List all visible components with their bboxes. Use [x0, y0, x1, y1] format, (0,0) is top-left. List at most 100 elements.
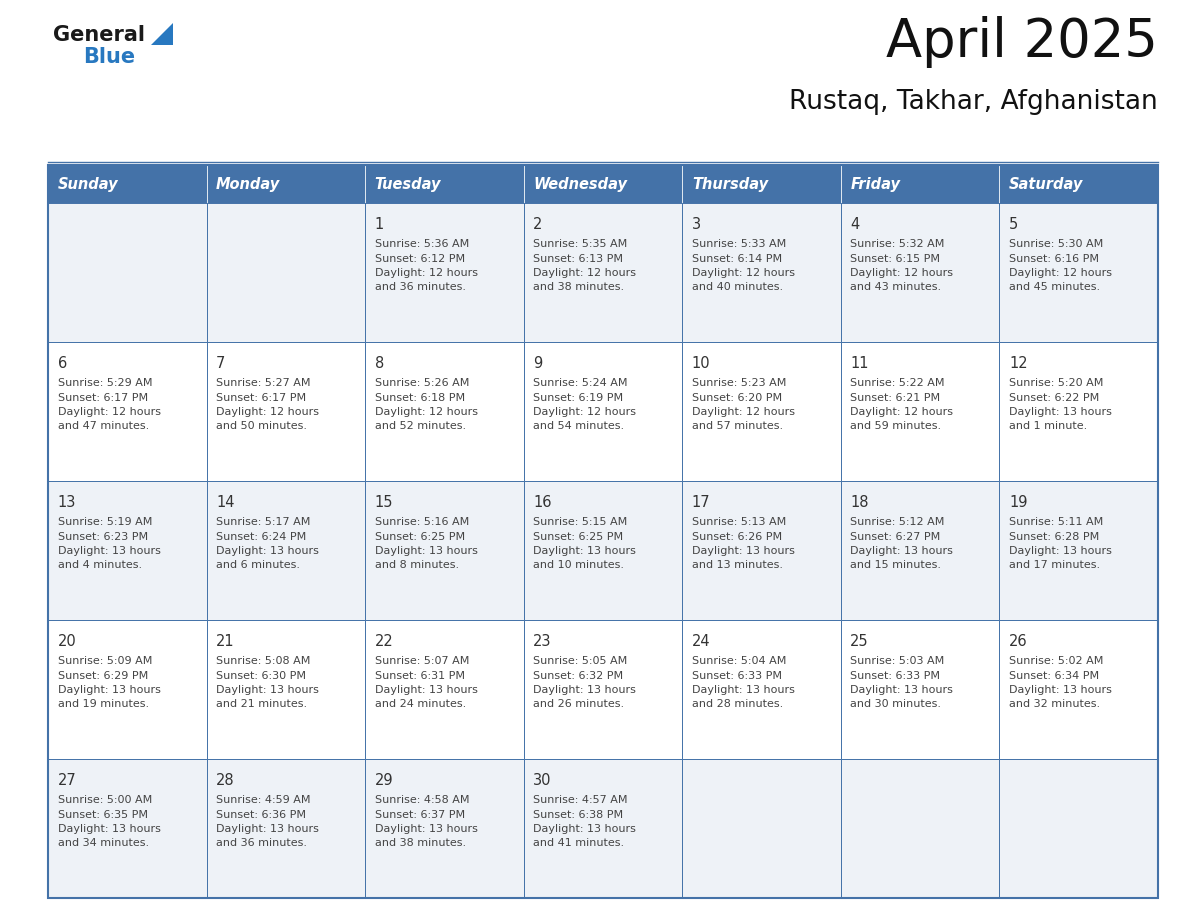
Text: Wednesday: Wednesday — [533, 176, 627, 192]
Text: Sunrise: 5:13 AM
Sunset: 6:26 PM
Daylight: 13 hours
and 13 minutes.: Sunrise: 5:13 AM Sunset: 6:26 PM Dayligh… — [691, 517, 795, 570]
Text: Sunrise: 5:07 AM
Sunset: 6:31 PM
Daylight: 13 hours
and 24 minutes.: Sunrise: 5:07 AM Sunset: 6:31 PM Dayligh… — [374, 656, 478, 710]
Bar — [841, 620, 999, 759]
Text: 24: 24 — [691, 634, 710, 649]
Bar — [999, 342, 1158, 481]
Bar — [841, 203, 999, 342]
Bar — [524, 759, 682, 898]
Bar — [48, 759, 207, 898]
Text: Sunrise: 5:33 AM
Sunset: 6:14 PM
Daylight: 12 hours
and 40 minutes.: Sunrise: 5:33 AM Sunset: 6:14 PM Dayligh… — [691, 240, 795, 292]
Text: Sunrise: 5:19 AM
Sunset: 6:23 PM
Daylight: 13 hours
and 4 minutes.: Sunrise: 5:19 AM Sunset: 6:23 PM Dayligh… — [57, 517, 160, 570]
Text: 22: 22 — [374, 634, 393, 649]
Text: 15: 15 — [374, 495, 393, 509]
Bar — [207, 620, 365, 759]
Bar — [524, 481, 682, 620]
Bar — [365, 620, 524, 759]
Text: 16: 16 — [533, 495, 551, 509]
Text: 10: 10 — [691, 356, 710, 371]
Text: 2: 2 — [533, 217, 543, 232]
Text: Thursday: Thursday — [691, 176, 767, 192]
Text: General: General — [53, 25, 145, 45]
Text: 5: 5 — [1009, 217, 1018, 232]
Text: Sunrise: 5:22 AM
Sunset: 6:21 PM
Daylight: 12 hours
and 59 minutes.: Sunrise: 5:22 AM Sunset: 6:21 PM Dayligh… — [851, 378, 954, 431]
Bar — [682, 203, 841, 342]
Bar — [524, 203, 682, 342]
Text: Sunrise: 5:27 AM
Sunset: 6:17 PM
Daylight: 12 hours
and 50 minutes.: Sunrise: 5:27 AM Sunset: 6:17 PM Dayligh… — [216, 378, 320, 431]
Text: Sunrise: 5:16 AM
Sunset: 6:25 PM
Daylight: 13 hours
and 8 minutes.: Sunrise: 5:16 AM Sunset: 6:25 PM Dayligh… — [374, 517, 478, 570]
Bar — [48, 165, 207, 203]
Text: 18: 18 — [851, 495, 868, 509]
Bar — [682, 620, 841, 759]
Text: 11: 11 — [851, 356, 868, 371]
Text: Blue: Blue — [83, 47, 135, 67]
Text: Sunrise: 5:20 AM
Sunset: 6:22 PM
Daylight: 13 hours
and 1 minute.: Sunrise: 5:20 AM Sunset: 6:22 PM Dayligh… — [1009, 378, 1112, 431]
Text: Rustaq, Takhar, Afghanistan: Rustaq, Takhar, Afghanistan — [789, 89, 1158, 115]
Text: Sunrise: 5:04 AM
Sunset: 6:33 PM
Daylight: 13 hours
and 28 minutes.: Sunrise: 5:04 AM Sunset: 6:33 PM Dayligh… — [691, 656, 795, 710]
Bar — [207, 165, 365, 203]
Text: Sunrise: 4:58 AM
Sunset: 6:37 PM
Daylight: 13 hours
and 38 minutes.: Sunrise: 4:58 AM Sunset: 6:37 PM Dayligh… — [374, 795, 478, 848]
Bar — [682, 165, 841, 203]
Text: Sunrise: 5:08 AM
Sunset: 6:30 PM
Daylight: 13 hours
and 21 minutes.: Sunrise: 5:08 AM Sunset: 6:30 PM Dayligh… — [216, 656, 318, 710]
Bar — [207, 342, 365, 481]
Bar — [841, 165, 999, 203]
Polygon shape — [151, 23, 173, 45]
Text: 27: 27 — [57, 773, 76, 788]
Bar — [999, 165, 1158, 203]
Text: Friday: Friday — [851, 176, 901, 192]
Bar — [365, 203, 524, 342]
Text: Sunrise: 5:30 AM
Sunset: 6:16 PM
Daylight: 12 hours
and 45 minutes.: Sunrise: 5:30 AM Sunset: 6:16 PM Dayligh… — [1009, 240, 1112, 292]
Bar — [682, 481, 841, 620]
Text: Sunrise: 5:35 AM
Sunset: 6:13 PM
Daylight: 12 hours
and 38 minutes.: Sunrise: 5:35 AM Sunset: 6:13 PM Dayligh… — [533, 240, 637, 292]
Text: Sunrise: 5:26 AM
Sunset: 6:18 PM
Daylight: 12 hours
and 52 minutes.: Sunrise: 5:26 AM Sunset: 6:18 PM Dayligh… — [374, 378, 478, 431]
Text: Sunrise: 5:11 AM
Sunset: 6:28 PM
Daylight: 13 hours
and 17 minutes.: Sunrise: 5:11 AM Sunset: 6:28 PM Dayligh… — [1009, 517, 1112, 570]
Text: Sunrise: 5:24 AM
Sunset: 6:19 PM
Daylight: 12 hours
and 54 minutes.: Sunrise: 5:24 AM Sunset: 6:19 PM Dayligh… — [533, 378, 637, 431]
Text: 20: 20 — [57, 634, 76, 649]
Bar — [999, 759, 1158, 898]
Bar — [524, 165, 682, 203]
Bar — [48, 481, 207, 620]
Text: Sunrise: 5:15 AM
Sunset: 6:25 PM
Daylight: 13 hours
and 10 minutes.: Sunrise: 5:15 AM Sunset: 6:25 PM Dayligh… — [533, 517, 636, 570]
Bar — [524, 620, 682, 759]
Text: Monday: Monday — [216, 176, 280, 192]
Bar — [841, 759, 999, 898]
Bar — [365, 759, 524, 898]
Text: 17: 17 — [691, 495, 710, 509]
Bar — [365, 481, 524, 620]
Bar — [841, 342, 999, 481]
Text: 25: 25 — [851, 634, 868, 649]
Bar — [48, 203, 207, 342]
Text: 1: 1 — [374, 217, 384, 232]
Text: Sunrise: 5:32 AM
Sunset: 6:15 PM
Daylight: 12 hours
and 43 minutes.: Sunrise: 5:32 AM Sunset: 6:15 PM Dayligh… — [851, 240, 954, 292]
Text: Sunrise: 5:03 AM
Sunset: 6:33 PM
Daylight: 13 hours
and 30 minutes.: Sunrise: 5:03 AM Sunset: 6:33 PM Dayligh… — [851, 656, 953, 710]
Text: Sunrise: 5:09 AM
Sunset: 6:29 PM
Daylight: 13 hours
and 19 minutes.: Sunrise: 5:09 AM Sunset: 6:29 PM Dayligh… — [57, 656, 160, 710]
Text: April 2025: April 2025 — [886, 16, 1158, 68]
Text: Sunrise: 5:17 AM
Sunset: 6:24 PM
Daylight: 13 hours
and 6 minutes.: Sunrise: 5:17 AM Sunset: 6:24 PM Dayligh… — [216, 517, 318, 570]
Text: Sunrise: 5:12 AM
Sunset: 6:27 PM
Daylight: 13 hours
and 15 minutes.: Sunrise: 5:12 AM Sunset: 6:27 PM Dayligh… — [851, 517, 953, 570]
Bar — [48, 165, 1158, 898]
Text: 7: 7 — [216, 356, 226, 371]
Text: 28: 28 — [216, 773, 235, 788]
Bar — [682, 342, 841, 481]
Text: Sunrise: 5:36 AM
Sunset: 6:12 PM
Daylight: 12 hours
and 36 minutes.: Sunrise: 5:36 AM Sunset: 6:12 PM Dayligh… — [374, 240, 478, 292]
Bar — [999, 203, 1158, 342]
Text: Tuesday: Tuesday — [374, 176, 441, 192]
Text: Sunday: Sunday — [57, 176, 118, 192]
Bar — [365, 165, 524, 203]
Text: Sunrise: 5:00 AM
Sunset: 6:35 PM
Daylight: 13 hours
and 34 minutes.: Sunrise: 5:00 AM Sunset: 6:35 PM Dayligh… — [57, 795, 160, 848]
Bar — [207, 759, 365, 898]
Text: 30: 30 — [533, 773, 551, 788]
Text: 9: 9 — [533, 356, 543, 371]
Text: Sunrise: 4:57 AM
Sunset: 6:38 PM
Daylight: 13 hours
and 41 minutes.: Sunrise: 4:57 AM Sunset: 6:38 PM Dayligh… — [533, 795, 636, 848]
Text: 12: 12 — [1009, 356, 1028, 371]
Bar — [48, 342, 207, 481]
Bar — [365, 342, 524, 481]
Text: Sunrise: 5:23 AM
Sunset: 6:20 PM
Daylight: 12 hours
and 57 minutes.: Sunrise: 5:23 AM Sunset: 6:20 PM Dayligh… — [691, 378, 795, 431]
Text: 6: 6 — [57, 356, 67, 371]
Bar — [682, 759, 841, 898]
Text: 3: 3 — [691, 217, 701, 232]
Text: 14: 14 — [216, 495, 234, 509]
Bar — [207, 481, 365, 620]
Bar — [999, 620, 1158, 759]
Text: Sunrise: 5:29 AM
Sunset: 6:17 PM
Daylight: 12 hours
and 47 minutes.: Sunrise: 5:29 AM Sunset: 6:17 PM Dayligh… — [57, 378, 160, 431]
Text: 4: 4 — [851, 217, 860, 232]
Bar — [207, 203, 365, 342]
